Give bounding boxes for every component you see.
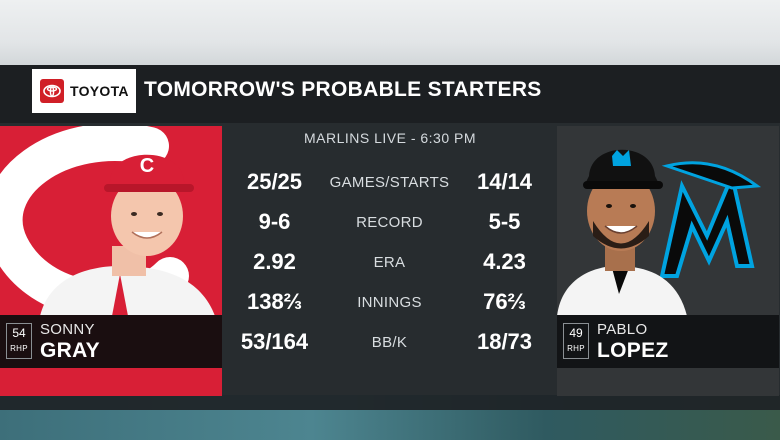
reds-c-cap-icon: C: [140, 155, 154, 177]
jersey-number: 49: [569, 326, 583, 340]
sponsor-name: TOYOTA: [70, 83, 129, 99]
marlins-m-logo: [659, 161, 762, 278]
player-photo-lopez: [557, 149, 687, 316]
jersey-number: 54: [12, 326, 26, 340]
right-nameplate: [557, 315, 779, 368]
left-nameplate: [0, 315, 222, 368]
stat-label: RECORD: [356, 214, 423, 231]
stat-row: 2.92 ERA 4.23: [222, 245, 557, 285]
stat-label: INNINGS: [357, 294, 422, 311]
sky-background: [0, 0, 780, 70]
left-stat-value: 2.92: [253, 249, 296, 274]
marlins-cap-icon: [612, 150, 631, 166]
sponsor-logo: TOYOTA: [32, 69, 136, 113]
jersey-number-box: 49 RHP: [563, 323, 589, 359]
left-stat-value: 9-6: [258, 209, 291, 234]
right-player-card: 49 RHP PABLO LOPEZ: [557, 126, 779, 396]
right-stat-value: 18/73: [476, 329, 533, 354]
player-first-name: SONNY: [40, 321, 95, 338]
stat-row: 25/25 GAMES/STARTS 14/14: [222, 165, 557, 205]
left-stat-value: 25/25: [246, 169, 303, 194]
stat-label: ERA: [373, 254, 406, 271]
page-title: TOMORROW'S PROBABLE STARTERS: [144, 78, 542, 101]
broadcast-info: MARLINS LIVE - 6:30 PM: [303, 130, 477, 146]
stats-comparison: 25/25 GAMES/STARTS 14/14 9-6 RECORD 5-5 …: [222, 165, 557, 365]
right-stat-value: 14/14: [476, 169, 533, 194]
player-last-name: LOPEZ: [597, 339, 669, 362]
player-position: RHP: [10, 344, 28, 353]
jersey-number-box: 54 RHP: [6, 323, 32, 359]
right-stat-value: 4.23: [483, 249, 526, 274]
left-player-card: C 54 RHP SONNY GRAY: [0, 126, 222, 396]
player-photo-gray: C: [40, 154, 215, 316]
stat-label: GAMES/STARTS: [329, 174, 450, 191]
left-stat-value: 138⅔: [246, 289, 303, 314]
stat-row: 53/164 BB/K 18/73: [222, 325, 557, 365]
player-last-name: GRAY: [40, 339, 100, 362]
right-stat-value: 76⅔: [483, 289, 526, 314]
player-first-name: PABLO: [597, 321, 648, 338]
stat-label: BB/K: [371, 334, 408, 351]
left-stat-value: 53/164: [240, 329, 309, 354]
stat-row: 138⅔ INNINGS 76⅔: [222, 285, 557, 325]
toyota-emblem-icon: [40, 79, 64, 103]
right-stat-value: 5-5: [488, 209, 521, 234]
stat-row: 9-6 RECORD 5-5: [222, 205, 557, 245]
player-position: RHP: [567, 344, 585, 353]
